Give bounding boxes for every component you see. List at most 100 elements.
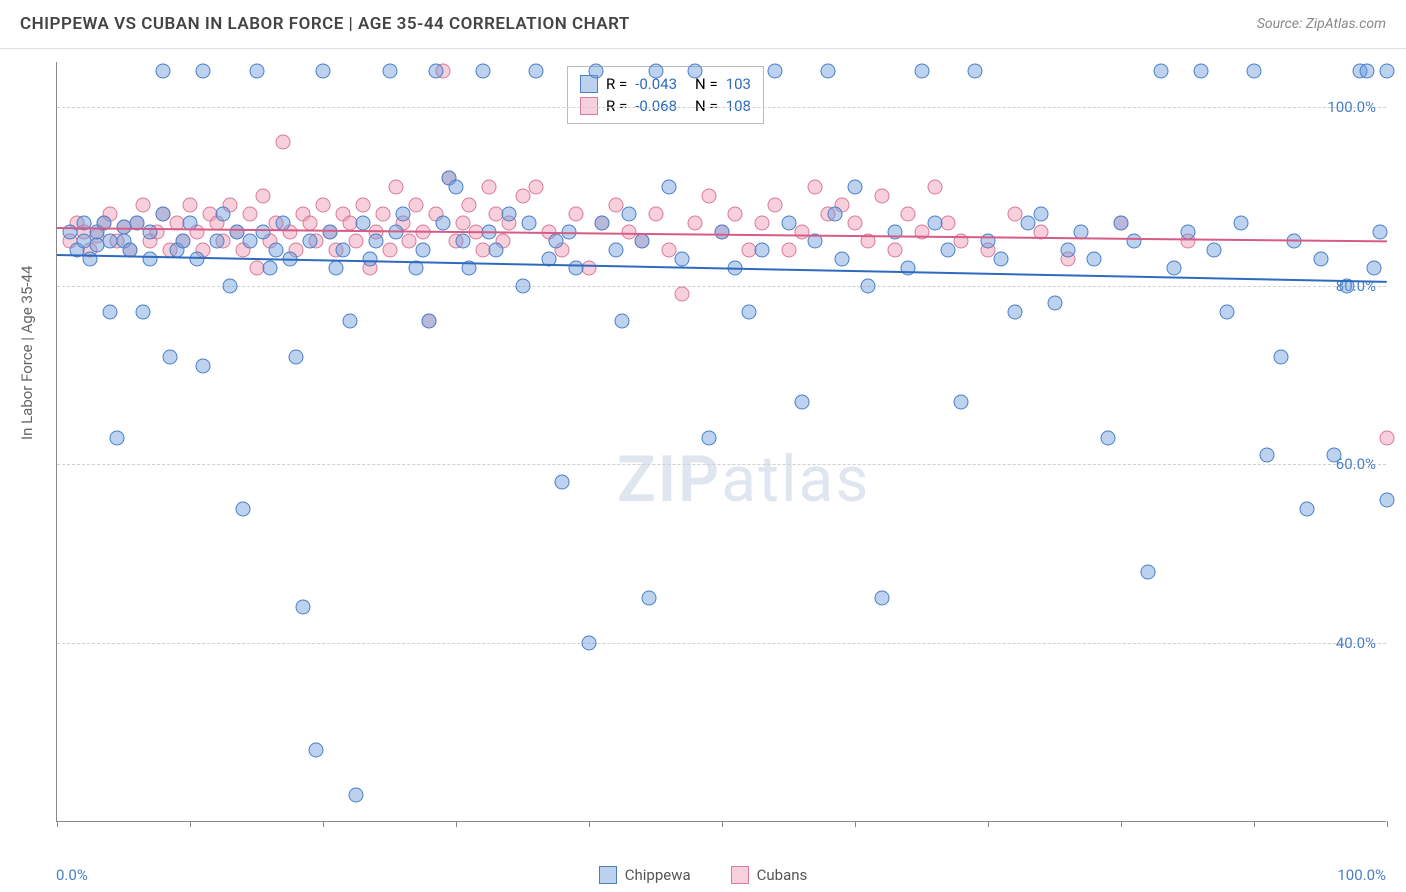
cubans-point <box>136 198 151 213</box>
chippewa-point <box>289 350 304 365</box>
chippewa-point <box>1100 430 1115 445</box>
chippewa-n-value: 103 <box>726 75 751 93</box>
chippewa-point <box>834 251 849 266</box>
chippewa-point <box>322 224 337 239</box>
chippewa-point <box>209 233 224 248</box>
chippewa-point <box>302 233 317 248</box>
cubans-point <box>349 233 364 248</box>
cubans-point <box>402 233 417 248</box>
cubans-point <box>808 180 823 195</box>
chart-source: Source: ZipAtlas.com <box>1257 16 1386 32</box>
xtick <box>988 821 989 827</box>
chippewa-point <box>109 430 124 445</box>
cubans-point <box>375 207 390 222</box>
cubans-point <box>276 135 291 150</box>
chippewa-point <box>555 475 570 490</box>
chippewa-point <box>927 215 942 230</box>
series-legend: Chippewa Cubans <box>0 866 1406 884</box>
chart-title: CHIPPEWA VS CUBAN IN LABOR FORCE | AGE 3… <box>20 14 630 34</box>
chippewa-point <box>715 224 730 239</box>
ytick-label: 60.0% <box>1336 455 1376 473</box>
chippewa-point <box>176 233 191 248</box>
cubans-swatch-icon <box>731 866 749 884</box>
chippewa-point <box>269 242 284 257</box>
cubans-point <box>754 215 769 230</box>
chippewa-point <box>741 305 756 320</box>
yaxis-title: In Labor Force | Age 35-44 <box>18 266 36 440</box>
chippewa-point <box>701 430 716 445</box>
chippewa-point <box>861 278 876 293</box>
chippewa-point <box>595 215 610 230</box>
chippewa-point <box>608 242 623 257</box>
chippewa-point <box>309 743 324 758</box>
chippewa-point <box>1034 207 1049 222</box>
legend-label-cubans: Cubans <box>757 866 808 884</box>
ytick-label: 100.0% <box>1327 98 1376 116</box>
chippewa-point <box>522 215 537 230</box>
cubans-point <box>316 198 331 213</box>
chippewa-point <box>1180 224 1195 239</box>
chippewa-point <box>648 63 663 78</box>
legend-item-cubans: Cubans <box>731 866 808 884</box>
chippewa-point <box>1087 251 1102 266</box>
chippewa-point <box>349 788 364 803</box>
cubans-point <box>462 198 477 213</box>
ytick-label: 40.0% <box>1336 634 1376 652</box>
chippewa-point <box>196 63 211 78</box>
cubans-point <box>794 224 809 239</box>
chippewa-point <box>216 207 231 222</box>
chippewa-point <box>914 63 929 78</box>
chippewa-point <box>1207 242 1222 257</box>
chippewa-point <box>641 591 656 606</box>
chippewa-point <box>621 207 636 222</box>
gridline <box>57 464 1386 465</box>
cubans-point <box>482 180 497 195</box>
chippewa-point <box>136 305 151 320</box>
chippewa-point <box>1060 242 1075 257</box>
cubans-point <box>901 207 916 222</box>
chippewa-point <box>262 260 277 275</box>
chippewa-point <box>874 591 889 606</box>
cubans-point <box>568 207 583 222</box>
chippewa-point <box>229 224 244 239</box>
chippewa-point <box>1247 63 1262 78</box>
chippewa-point <box>103 305 118 320</box>
chippewa-point <box>382 63 397 78</box>
cubans-point <box>648 207 663 222</box>
chippewa-swatch-icon <box>599 866 617 884</box>
cubans-point <box>768 198 783 213</box>
chippewa-point <box>1020 215 1035 230</box>
chippewa-point <box>941 242 956 257</box>
chippewa-point <box>449 180 464 195</box>
chippewa-point <box>994 251 1009 266</box>
chippewa-point <box>249 63 264 78</box>
chippewa-point <box>502 207 517 222</box>
xtick <box>190 821 191 827</box>
xtick <box>1387 821 1388 827</box>
cubans-point <box>688 215 703 230</box>
cubans-point <box>887 242 902 257</box>
chippewa-point <box>163 350 178 365</box>
correlation-row-chippewa: R = -0.043 N = 103 <box>580 73 751 95</box>
chippewa-point <box>615 314 630 329</box>
chippewa-point <box>256 224 271 239</box>
chippewa-point <box>1373 224 1388 239</box>
chippewa-point <box>1366 260 1381 275</box>
chippewa-point <box>156 207 171 222</box>
chippewa-point <box>296 600 311 615</box>
chippewa-point <box>1127 233 1142 248</box>
chippewa-point <box>316 63 331 78</box>
cubans-point <box>848 215 863 230</box>
chippewa-point <box>475 63 490 78</box>
cubans-point <box>675 287 690 302</box>
chippewa-point <box>143 251 158 266</box>
cubans-point <box>409 198 424 213</box>
chippewa-point <box>455 233 470 248</box>
chippewa-point <box>821 63 836 78</box>
chippewa-point <box>967 63 982 78</box>
chippewa-point <box>1360 63 1375 78</box>
chippewa-point <box>1047 296 1062 311</box>
chippewa-point <box>1326 448 1341 463</box>
chippewa-point <box>1140 564 1155 579</box>
cubans-point <box>661 242 676 257</box>
